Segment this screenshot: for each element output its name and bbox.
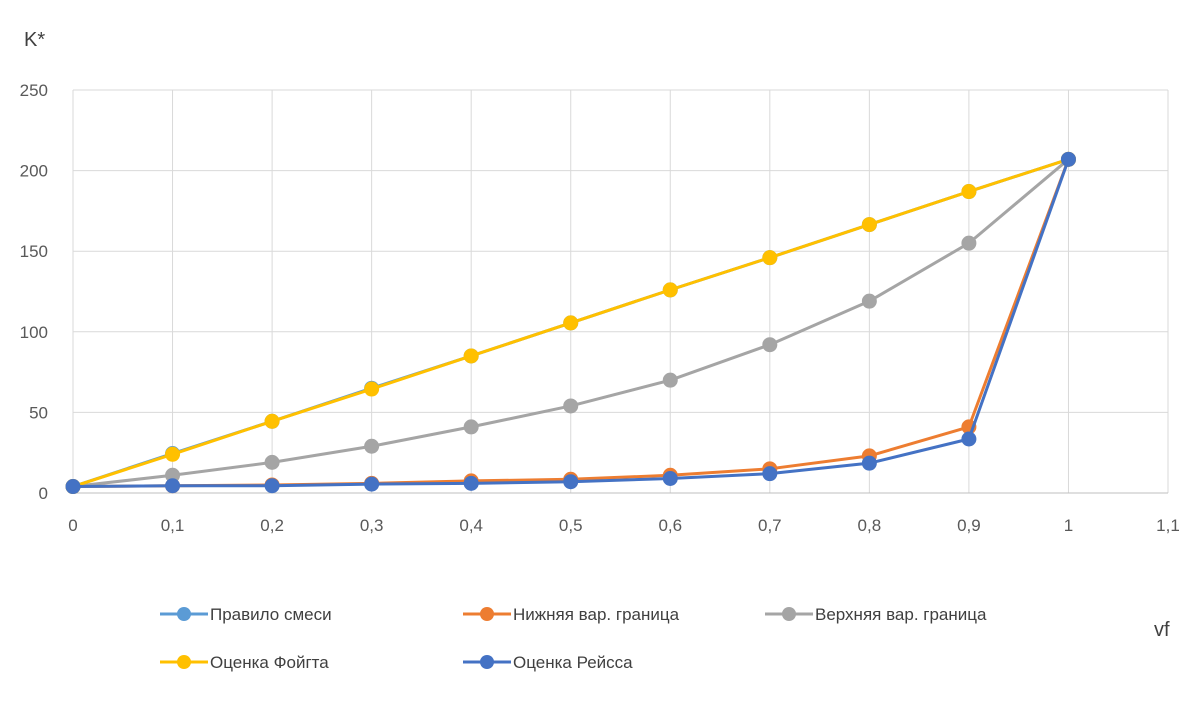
legend-marker	[480, 655, 494, 669]
legend-item: Правило смеси	[160, 605, 332, 624]
y-tick-label: 0	[39, 484, 48, 503]
data-point	[861, 217, 877, 233]
series-lines	[65, 151, 1076, 495]
data-point	[463, 475, 479, 491]
x-tick-label: 0,8	[858, 516, 882, 535]
data-point	[861, 455, 877, 471]
legend-item: Оценка Фойгта	[160, 653, 329, 672]
y-axis-title: K*	[24, 29, 45, 51]
legend-item: Нижняя вар. граница	[463, 605, 680, 624]
data-point	[165, 478, 181, 494]
legend-item: Оценка Рейсса	[463, 653, 633, 672]
data-point	[463, 348, 479, 364]
legend-marker	[480, 607, 494, 621]
data-point	[165, 446, 181, 462]
y-tick-label: 200	[20, 162, 48, 181]
data-point	[364, 476, 380, 492]
data-point	[762, 337, 778, 353]
data-point	[563, 315, 579, 331]
x-tick-label: 0,4	[459, 516, 483, 535]
legend-marker	[177, 607, 191, 621]
y-tick-label: 50	[29, 403, 48, 422]
data-point	[961, 235, 977, 251]
data-point	[961, 184, 977, 200]
legend-marker	[177, 655, 191, 669]
legend-label: Оценка Рейсса	[513, 653, 633, 672]
data-point	[364, 381, 380, 397]
data-point	[961, 431, 977, 447]
data-point	[65, 479, 81, 495]
x-tick-label: 0,3	[360, 516, 384, 535]
y-tick-label: 150	[20, 242, 48, 261]
data-point	[1060, 151, 1076, 167]
data-point	[264, 413, 280, 429]
data-point	[762, 466, 778, 482]
data-point	[662, 470, 678, 486]
x-tick-label: 0,6	[658, 516, 682, 535]
legend-label: Правило смеси	[210, 605, 332, 624]
legend-label: Оценка Фойгта	[210, 653, 329, 672]
data-point	[463, 419, 479, 435]
legend-label: Верхняя вар. граница	[815, 605, 987, 624]
x-tick-label: 1	[1064, 516, 1073, 535]
data-point	[364, 438, 380, 454]
x-tick-label: 0,9	[957, 516, 981, 535]
x-tick-label: 1,1	[1156, 516, 1180, 535]
x-tick-label: 0	[68, 516, 77, 535]
y-tick-label: 100	[20, 323, 48, 342]
data-point	[662, 282, 678, 298]
legend-item: Верхняя вар. граница	[765, 605, 987, 624]
tick-labels: 0 0,1 0,2 0,3 0,4 0,5 0,6 0,7 0,8 0,9 1 1,1 0 50 100 15…	[20, 81, 1180, 535]
data-point	[563, 398, 579, 414]
x-tick-label: 0,7	[758, 516, 782, 535]
data-point	[264, 478, 280, 494]
data-point	[264, 454, 280, 470]
x-axis-title: vf	[1154, 619, 1170, 641]
x-tick-label: 0,5	[559, 516, 583, 535]
x-tick-label: 0,2	[260, 516, 284, 535]
data-point	[762, 250, 778, 266]
data-point	[563, 474, 579, 490]
legend: Правило смеси Нижняя вар. граница Верхняя …	[160, 605, 987, 672]
legend-marker	[782, 607, 796, 621]
y-tick-label: 250	[20, 81, 48, 100]
series-5	[65, 151, 1076, 495]
data-point	[662, 372, 678, 388]
data-point	[861, 293, 877, 309]
x-tick-label: 0,1	[161, 516, 185, 535]
legend-label: Нижняя вар. граница	[513, 605, 680, 624]
